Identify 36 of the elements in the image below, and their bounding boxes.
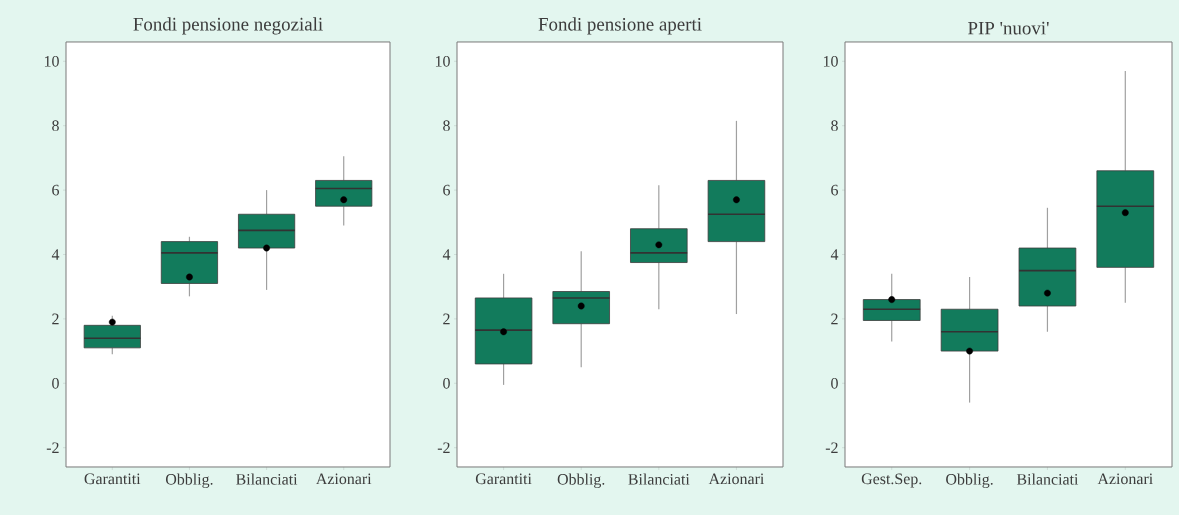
x-tick-label: Gest.Sep. [861,473,922,488]
x-tick-label: Garantiti [475,473,532,485]
x-tick-label: Azionari [708,473,765,485]
y-tick-label: 2 [443,313,450,325]
y-tick-label: 4 [442,249,451,260]
y-tick-label: 6 [52,184,60,196]
y-tick-label: 0 [52,377,59,389]
x-tick-label: Azionari [1097,473,1153,485]
x-tick-label: Bilanciati [1016,473,1079,485]
y-tick-label: 4 [830,249,839,260]
chart-title: Fondi pensione aperti [538,17,702,35]
y-tick-label: 6 [831,184,839,196]
y-tick-label: 2 [831,313,838,325]
y-tick-label: -2 [825,442,838,453]
y-tick-label: 10 [44,55,59,67]
x-tick-label: Obblig. [165,473,213,488]
y-tick-label: 2 [52,313,59,325]
y-tick-label: 8 [443,120,450,132]
y-tick-label: -2 [437,442,450,453]
chart-title: Fondi pensione negoziali [133,17,323,35]
x-tick-label: Bilanciati [236,473,298,485]
y-tick-label: 0 [831,377,838,389]
x-tick-label: Obblig. [946,473,993,488]
chart-title: PIP 'nuovi' [968,21,1049,35]
y-tick-label: 0 [443,377,450,389]
y-tick-label: 10 [823,55,838,67]
x-tick-label: Obblig. [557,473,605,488]
x-tick-label: Azionari [315,473,372,485]
y-tick-label: 8 [831,120,838,132]
x-tick-label: Bilanciati [628,473,690,485]
y-tick-label: 8 [52,120,59,132]
y-tick-label: -2 [46,442,59,453]
y-tick-label: 6 [443,184,451,196]
x-tick-label: Garantiti [84,473,141,485]
y-tick-label: 10 [435,55,450,67]
y-tick-label: 4 [51,249,60,260]
